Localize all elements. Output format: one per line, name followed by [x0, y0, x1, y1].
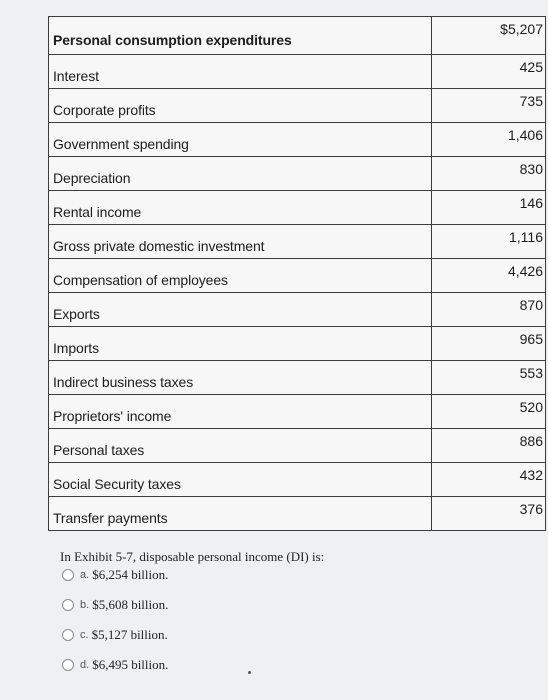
- row-value: 425: [519, 59, 543, 75]
- option-text: $6,254 billion.: [92, 567, 169, 582]
- radio-button-d[interactable]: [62, 659, 74, 671]
- exhibit-table: Personal consumption expenditures $5,207…: [48, 16, 546, 531]
- row-value-cell: 886: [431, 428, 546, 463]
- row-value: $5,207: [500, 21, 543, 37]
- row-label-cell: Personal taxes: [48, 428, 432, 463]
- row-label-cell: Corporate profits: [48, 88, 432, 123]
- row-value: 965: [519, 331, 543, 347]
- radio-button-c[interactable]: [62, 629, 74, 641]
- row-value-cell: 735: [431, 88, 546, 123]
- option-letter: b.: [80, 599, 90, 611]
- row-value: 520: [519, 399, 543, 415]
- row-label-cell: Interest: [48, 54, 432, 89]
- table-row: Gross private domestic investment 1,116: [48, 224, 546, 259]
- table-row: Interest 425: [48, 54, 546, 89]
- table-row: Personal taxes 886: [48, 428, 546, 463]
- table-row: Transfer payments 376: [48, 496, 546, 531]
- row-label: Exports: [53, 306, 100, 322]
- table-row: Proprietors' income 520: [48, 394, 546, 429]
- row-label: Corporate profits: [53, 102, 156, 118]
- row-value: 830: [519, 161, 543, 177]
- row-value-cell: 1,406: [431, 122, 546, 157]
- row-value-cell: 1,116: [431, 224, 546, 259]
- row-label: Gross private domestic investment: [53, 238, 265, 254]
- row-label: Transfer payments: [53, 510, 168, 526]
- table-row: Exports 870: [48, 292, 546, 327]
- row-label: Compensation of employees: [53, 272, 228, 288]
- question-block: In Exhibit 5-7, disposable personal inco…: [60, 549, 530, 673]
- row-value-cell: 870: [431, 292, 546, 327]
- row-value-cell: 4,426: [431, 258, 546, 293]
- row-label-cell: Proprietors' income: [48, 394, 432, 429]
- row-value: 1,406: [507, 127, 543, 143]
- answer-option-a[interactable]: a. $6,254 billion.: [60, 567, 530, 583]
- radio-button-a[interactable]: [62, 569, 74, 581]
- table-row: Depreciation 830: [48, 156, 546, 191]
- table-row: Corporate profits 735: [48, 88, 546, 123]
- answer-option-c[interactable]: c. $5,127 billion.: [60, 627, 530, 643]
- table-row: Rental income 146: [48, 190, 546, 225]
- row-value-cell: 432: [431, 462, 546, 497]
- table-row: Government spending 1,406: [48, 122, 546, 157]
- row-label: Personal taxes: [53, 442, 145, 458]
- row-value-cell: 376: [431, 496, 546, 531]
- row-value: 432: [519, 467, 543, 483]
- row-value: 553: [519, 365, 543, 381]
- row-value: 870: [519, 297, 543, 313]
- row-label-cell: Indirect business taxes: [48, 360, 432, 395]
- row-label-cell: Depreciation: [48, 156, 432, 191]
- row-label-cell: Personal consumption expenditures: [48, 16, 432, 55]
- option-letter: d.: [80, 659, 90, 671]
- row-label-cell: Government spending: [48, 122, 432, 157]
- row-label-cell: Exports: [48, 292, 432, 327]
- row-label: Social Security taxes: [53, 476, 181, 492]
- row-label: Depreciation: [53, 170, 131, 186]
- option-text: $5,127 billion.: [91, 627, 168, 642]
- row-label-cell: Transfer payments: [48, 496, 432, 531]
- row-value: 376: [519, 501, 543, 517]
- option-text: $5,608 billion.: [92, 597, 169, 612]
- answer-option-d[interactable]: d. $6,495 billion.: [60, 657, 530, 673]
- table-row: Compensation of employees 4,426: [48, 258, 546, 293]
- row-value: 1,116: [509, 229, 543, 245]
- answer-option-b[interactable]: b. $5,608 billion.: [60, 597, 530, 613]
- row-value-cell: 520: [431, 394, 546, 429]
- question-text: In Exhibit 5-7, disposable personal inco…: [60, 549, 325, 564]
- row-label: Personal consumption expenditures: [53, 32, 292, 48]
- row-label-cell: Rental income: [48, 190, 432, 225]
- row-value: 146: [519, 195, 543, 211]
- row-label: Interest: [53, 68, 99, 84]
- row-label: Proprietors' income: [53, 408, 172, 424]
- table-row: Personal consumption expenditures $5,207: [48, 16, 546, 55]
- table-row: Indirect business taxes 553: [48, 360, 546, 395]
- row-value-cell: 146: [431, 190, 546, 225]
- row-label-cell: Imports: [48, 326, 432, 361]
- option-text: $6,495 billion.: [92, 657, 169, 672]
- row-label-cell: Social Security taxes: [48, 462, 432, 497]
- row-label-cell: Compensation of employees: [48, 258, 432, 293]
- row-label: Rental income: [53, 204, 142, 220]
- radio-button-b[interactable]: [62, 599, 74, 611]
- row-value-cell: 830: [431, 156, 546, 191]
- row-value: 4,426: [507, 263, 543, 279]
- row-value-cell: 425: [431, 54, 546, 89]
- cursor-dot: [248, 671, 251, 674]
- table-row: Imports 965: [48, 326, 546, 361]
- row-label: Imports: [53, 340, 99, 356]
- row-label: Government spending: [53, 136, 189, 152]
- row-label-cell: Gross private domestic investment: [48, 224, 432, 259]
- row-value: 735: [519, 93, 543, 109]
- option-letter: c.: [80, 629, 89, 641]
- row-value-cell: 553: [431, 360, 546, 395]
- row-value-cell: $5,207: [431, 16, 546, 55]
- row-value: 886: [519, 433, 543, 449]
- option-letter: a.: [80, 569, 90, 581]
- row-value-cell: 965: [431, 326, 546, 361]
- row-label: Indirect business taxes: [53, 374, 194, 390]
- table-row: Social Security taxes 432: [48, 462, 546, 497]
